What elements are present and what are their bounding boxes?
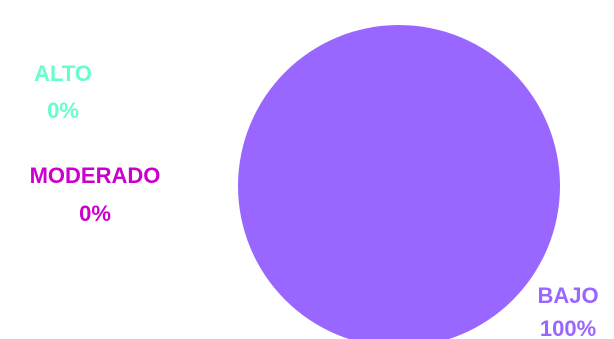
label-alto-category: ALTO (34, 61, 92, 86)
pie-slice-bajo (238, 25, 560, 339)
label-alto-percent: 0% (47, 98, 79, 123)
label-moderado-percent: 0% (79, 201, 111, 226)
pie-slices (238, 25, 560, 339)
label-bajo-percent: 100% (540, 316, 596, 339)
label-moderado-category: MODERADO (30, 163, 161, 188)
label-bajo-category: BAJO (537, 283, 598, 308)
